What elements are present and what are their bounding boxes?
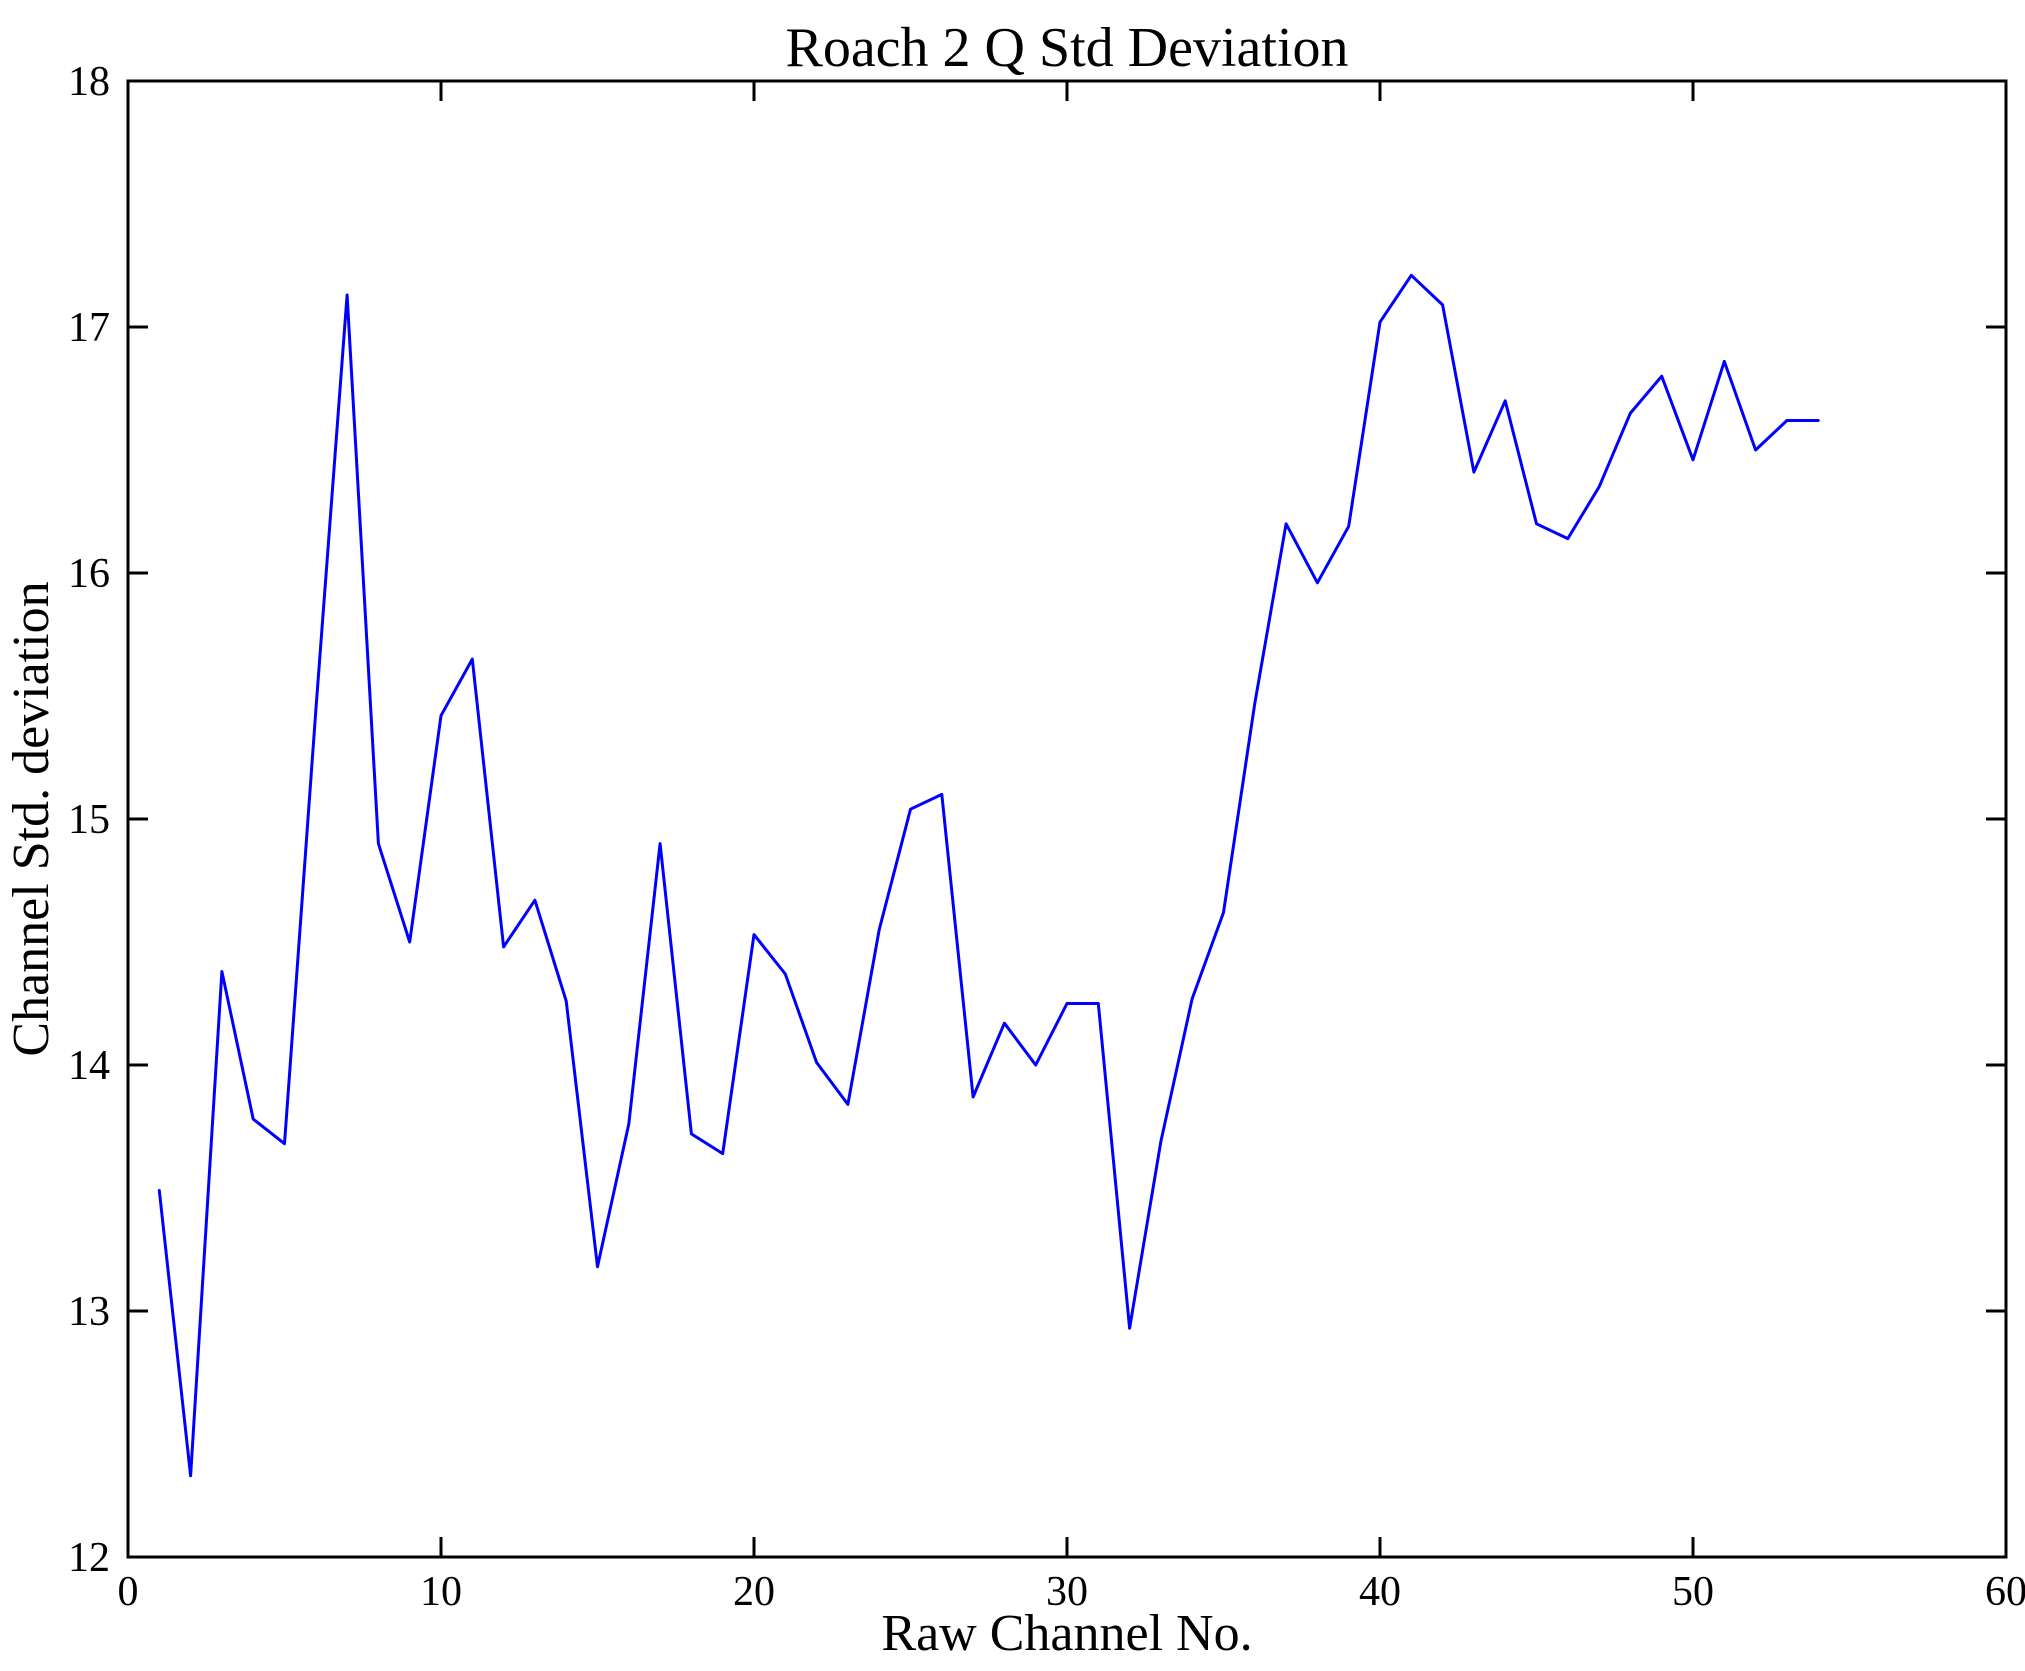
y-axis-label: Channel Std. deviation: [3, 581, 60, 1056]
x-tick-label: 20: [733, 1569, 775, 1615]
x-tick-label: 0: [118, 1569, 139, 1615]
x-tick-label: 10: [420, 1569, 462, 1615]
chart-title: Roach 2 Q Std Deviation: [785, 17, 1348, 79]
y-tick-label: 13: [68, 1289, 110, 1335]
axis-tick-marks: [126, 79, 2008, 1559]
y-tick-label: 14: [68, 1043, 110, 1089]
y-tick-label: 16: [68, 551, 110, 597]
x-tick-label: 50: [1672, 1569, 1714, 1615]
x-tick-label: 30: [1046, 1569, 1088, 1615]
x-tick-label: 40: [1359, 1569, 1401, 1615]
data-series-line: [157, 273, 1820, 1478]
x-axis-label: Raw Channel No.: [881, 1605, 1252, 1662]
y-tick-label: 18: [68, 59, 110, 105]
axis-tick-labels: 0 10 20 30 40 50 60 12 13 14 15 16 17 18: [68, 59, 2025, 1615]
plot-area-border: [126, 79, 2008, 1559]
y-tick-label: 15: [68, 797, 110, 843]
y-tick-label: 12: [68, 1535, 110, 1581]
x-tick-label: 60: [1985, 1569, 2025, 1615]
y-tick-label: 17: [68, 305, 110, 351]
